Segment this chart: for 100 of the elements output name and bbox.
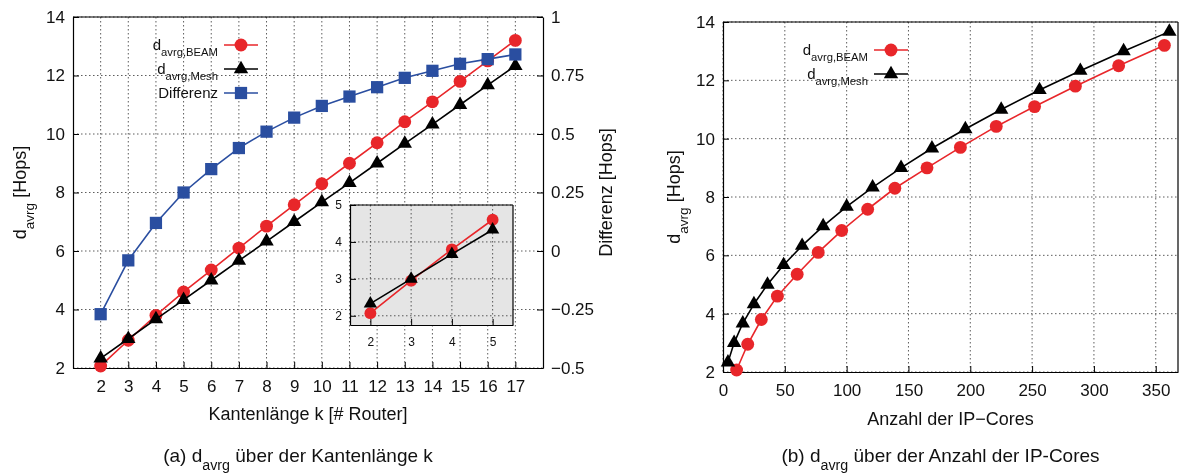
point	[176, 291, 191, 305]
legend-label: d$_{avrg,Mesh}$	[157, 60, 218, 82]
point	[1073, 62, 1088, 75]
x-tick-label: 17	[506, 377, 526, 397]
point	[741, 337, 755, 351]
x-axis-title: Anzahl der IP−Cores	[867, 409, 1034, 429]
point	[746, 295, 762, 309]
x-tick-label: 13	[395, 377, 415, 397]
point	[453, 57, 467, 70]
legend-label: Differenz	[158, 84, 218, 101]
legend-label: d$_{avrg,BEAM}$	[152, 36, 218, 58]
legend-label: d$_{avrg,Mesh}$	[807, 65, 868, 87]
point	[1112, 59, 1126, 73]
x-tick-label: 11	[341, 377, 359, 397]
x-tick-label: 0	[718, 381, 729, 401]
y-tick-label: 8	[705, 187, 715, 207]
point	[1068, 79, 1082, 93]
point	[993, 101, 1009, 114]
point	[1032, 81, 1047, 95]
point	[93, 350, 108, 363]
point	[398, 115, 412, 129]
point	[1157, 38, 1171, 52]
point	[1116, 42, 1131, 56]
point	[260, 125, 273, 138]
point	[958, 120, 973, 134]
point	[370, 136, 384, 150]
x-tick-label: 6	[207, 377, 217, 397]
y2-tick-label: 1	[551, 7, 561, 27]
point	[315, 99, 328, 113]
x-tick-label: 4	[449, 334, 457, 349]
x-tick-label: 350	[1142, 381, 1171, 401]
point	[720, 354, 736, 367]
point	[989, 120, 1003, 133]
x-tick-label: 50	[775, 381, 795, 401]
y-tick-label: 4	[705, 304, 715, 324]
y2-tick-label: −0.25	[551, 300, 595, 320]
x-tick-label: 2	[96, 377, 106, 397]
y-tick-label: 4	[55, 300, 65, 320]
x-tick-label: 2	[367, 334, 375, 349]
y-tick-label: 2	[705, 362, 715, 382]
y-tick-label: 12	[696, 71, 715, 91]
y-tick-label: 6	[705, 246, 715, 266]
point	[314, 193, 330, 207]
point	[425, 95, 439, 109]
y2-tick-label: 0	[551, 241, 561, 261]
point	[149, 216, 163, 230]
x-tick-label: 4	[151, 377, 162, 397]
legend-label: d$_{avrg,BEAM}$	[802, 41, 868, 63]
y-tick-label: 10	[696, 129, 715, 149]
x-tick-label: 150	[894, 381, 924, 401]
point	[121, 330, 136, 343]
y-tick-label: 8	[55, 183, 65, 203]
point	[480, 76, 495, 90]
y-tick-label: 14	[46, 7, 65, 27]
x-tick-label: 100	[832, 381, 862, 401]
point	[924, 139, 940, 153]
point	[920, 161, 934, 175]
point	[790, 267, 804, 281]
point	[397, 135, 412, 148]
point	[485, 222, 500, 234]
y-tick-label: 14	[696, 12, 715, 32]
x-tick-label: 300	[1080, 381, 1109, 401]
x-tick-label: 8	[262, 377, 272, 397]
x-tick-label: 16	[478, 377, 498, 397]
y2-axis-title: Differenz [Hops]	[596, 128, 616, 257]
point	[1028, 100, 1042, 113]
point	[122, 254, 135, 267]
y2-tick-label: −0.5	[551, 358, 585, 378]
point	[286, 213, 302, 226]
point	[861, 202, 875, 216]
point	[232, 141, 246, 155]
point	[760, 276, 775, 289]
y2-tick-label: 0.75	[551, 66, 585, 86]
point	[726, 334, 742, 347]
point	[342, 174, 357, 188]
point	[453, 74, 467, 88]
point	[770, 289, 784, 303]
point	[404, 271, 418, 283]
point	[369, 154, 385, 168]
text: (b) d$_{avrg}$ über der Anzahl der IP-Cores	[781, 445, 1100, 473]
point	[452, 96, 468, 109]
point	[1162, 23, 1177, 36]
point	[486, 213, 499, 226]
point	[426, 64, 439, 77]
x-tick-label: 5	[179, 377, 189, 397]
point	[811, 246, 825, 259]
point	[425, 116, 440, 129]
point	[839, 198, 854, 211]
point	[835, 224, 849, 237]
point	[288, 111, 301, 124]
x-tick-label: 9	[289, 377, 300, 397]
point	[398, 71, 411, 84]
point	[231, 252, 247, 265]
point	[508, 33, 522, 47]
x-tick-label: 14	[423, 377, 443, 397]
point	[315, 177, 329, 191]
y-tick-label: 2	[55, 358, 65, 378]
x-tick-label: 200	[956, 381, 985, 401]
point	[370, 81, 384, 94]
x-tick-label: 7	[234, 377, 245, 397]
